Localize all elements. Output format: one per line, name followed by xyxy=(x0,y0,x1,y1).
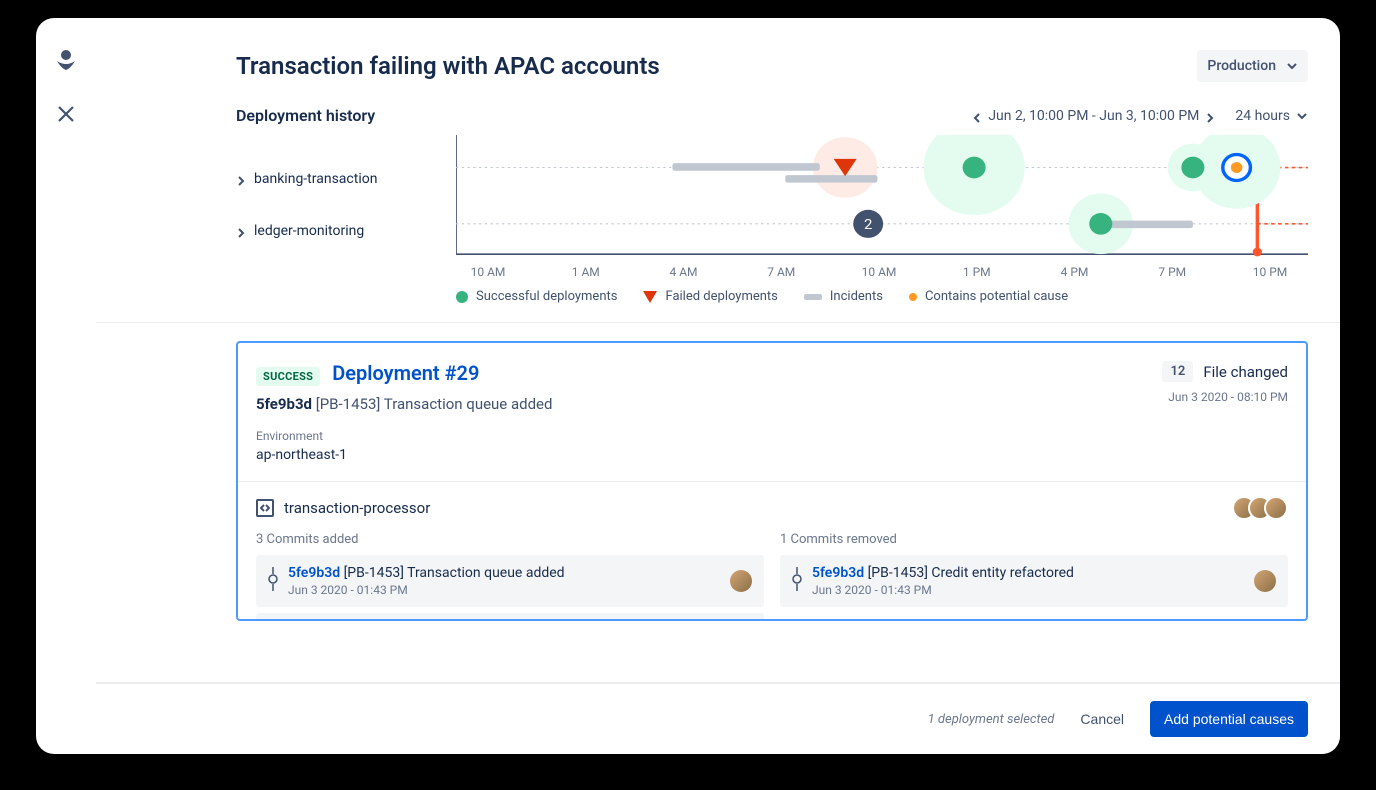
selection-count: 1 deployment selected xyxy=(928,712,1055,727)
chart-legend: Successful deployments Failed deployment… xyxy=(456,289,1308,322)
environment-value: ap-northeast-1 xyxy=(256,447,552,463)
environment-select-label: Production xyxy=(1207,58,1276,74)
page-title: Transaction failing with APAC accounts xyxy=(236,52,660,80)
commit-date: Jun 3 2020 - 01:43 PM xyxy=(812,583,1244,597)
x-tick: 10 PM xyxy=(1238,265,1302,279)
footer-bar: 1 deployment selected Cancel Add potenti… xyxy=(96,682,1340,754)
x-tick: 1 PM xyxy=(945,265,1009,279)
legend-incidents: Incidents xyxy=(804,289,883,304)
left-rail xyxy=(36,18,96,754)
avatar xyxy=(1254,570,1276,592)
legend-cause: Contains potential cause xyxy=(909,289,1068,304)
title-bar: Transaction failing with APAC accounts P… xyxy=(236,50,1308,82)
commit-glyph-icon xyxy=(792,567,802,595)
legend-failed: Failed deployments xyxy=(643,289,777,304)
chevron-right-icon xyxy=(236,226,246,236)
x-tick: 4 PM xyxy=(1043,265,1107,279)
commit-card[interactable]: 49d4f3d [DH-2312] Stream event processor xyxy=(256,613,764,621)
legend-success: Successful deployments xyxy=(456,289,617,304)
legend-cause-label: Contains potential cause xyxy=(925,289,1068,304)
commit-hash: 5fe9b3d xyxy=(256,395,312,413)
commit-message: [PB-1453] Transaction queue added xyxy=(316,395,553,413)
commit-message: [PB-1453] Credit entity refactored xyxy=(868,565,1074,581)
repo-name[interactable]: transaction-processor xyxy=(284,499,430,517)
commits-added-column: 3 Commits added 5fe9b3d [PB-1453] Transa… xyxy=(256,532,764,621)
service-row-label: ledger-monitoring xyxy=(254,223,364,239)
deployment-detail-panel: SUCCESS Deployment #29 5fe9b3d [PB-1453]… xyxy=(236,341,1308,621)
section-title: Deployment history xyxy=(236,106,375,125)
service-row-label: banking-transaction xyxy=(254,171,377,187)
commit-columns: 3 Commits added 5fe9b3d [PB-1453] Transa… xyxy=(256,532,1288,621)
environment-select[interactable]: Production xyxy=(1197,50,1308,82)
x-tick: 1 AM xyxy=(554,265,618,279)
legend-cause-icon xyxy=(909,293,917,301)
date-range-text: Jun 2, 10:00 PM - Jun 3, 10:00 PM xyxy=(988,108,1199,124)
app-frame: Transaction failing with APAC accounts P… xyxy=(36,18,1340,754)
duration-select[interactable]: 24 hours xyxy=(1235,108,1308,124)
commit-card[interactable]: 5fe9b3d [PB-1453] Credit entity refactor… xyxy=(780,555,1288,607)
duration-label: 24 hours xyxy=(1235,108,1290,124)
legend-incident-icon xyxy=(804,294,822,300)
avatar xyxy=(730,570,752,592)
subheader: Deployment history Jun 2, 10:00 PM - Jun… xyxy=(236,106,1308,125)
legend-failed-label: Failed deployments xyxy=(665,289,777,304)
chart-canvas[interactable]: 2 xyxy=(456,135,1308,265)
svg-text:2: 2 xyxy=(864,217,872,233)
legend-success-icon xyxy=(456,291,468,303)
x-axis-labels: 10 AM 1 AM 4 AM 7 AM 10 AM 1 PM 4 PM 7 P… xyxy=(456,265,1308,279)
chart-row-labels: banking-transaction ledger-monitoring xyxy=(236,135,456,265)
detail-area: SUCCESS Deployment #29 5fe9b3d [PB-1453]… xyxy=(96,323,1340,682)
x-tick: 7 AM xyxy=(749,265,813,279)
chevron-right-icon xyxy=(236,174,246,184)
repo-header: transaction-processor xyxy=(256,496,1288,520)
x-tick: 7 PM xyxy=(1140,265,1204,279)
file-changed-label: File changed xyxy=(1203,363,1288,381)
status-badge: SUCCESS xyxy=(256,367,320,386)
add-potential-causes-button[interactable]: Add potential causes xyxy=(1150,701,1308,737)
service-row-toggle[interactable]: banking-transaction xyxy=(236,153,456,205)
environment-label: Environment xyxy=(256,429,552,443)
avatar xyxy=(1264,496,1288,520)
contributor-avatars[interactable] xyxy=(1232,496,1288,520)
cancel-button[interactable]: Cancel xyxy=(1076,703,1128,735)
deployment-title[interactable]: Deployment #29 xyxy=(332,361,479,385)
repo-icon xyxy=(256,499,274,517)
commit-hash: 5fe9b3d xyxy=(812,565,864,581)
legend-incidents-label: Incidents xyxy=(830,289,883,304)
detail-header: SUCCESS Deployment #29 5fe9b3d [PB-1453]… xyxy=(256,361,1288,463)
x-tick: 4 AM xyxy=(652,265,716,279)
top-area: Transaction failing with APAC accounts P… xyxy=(96,18,1340,322)
x-tick: 10 AM xyxy=(456,265,520,279)
commit-message: [PB-1453] Transaction queue added xyxy=(344,565,565,581)
commits-added-title: 3 Commits added xyxy=(256,532,764,547)
chevron-down-icon xyxy=(1286,60,1298,72)
file-count-badge: 12 xyxy=(1162,361,1193,382)
commit-card[interactable]: 5fe9b3d [PB-1453] Transaction queue adde… xyxy=(256,555,764,607)
date-range[interactable]: Jun 2, 10:00 PM - Jun 3, 10:00 PM xyxy=(972,108,1215,124)
file-changed[interactable]: 12 File changed xyxy=(1162,361,1288,382)
commit-date: Jun 3 2020 - 01:43 PM xyxy=(288,583,720,597)
service-row-toggle[interactable]: ledger-monitoring xyxy=(236,205,456,257)
commits-removed-title: 1 Commits removed xyxy=(780,532,1288,547)
main-content: Transaction failing with APAC accounts P… xyxy=(96,18,1340,754)
chevron-right-icon xyxy=(1205,111,1215,121)
x-tick: 10 AM xyxy=(847,265,911,279)
commits-removed-column: 1 Commits removed 5fe9b3d [PB-1453] Cred… xyxy=(780,532,1288,621)
chevron-down-icon xyxy=(1296,110,1308,122)
timeline-chart: banking-transaction ledger-monitoring xyxy=(236,135,1308,265)
close-icon[interactable] xyxy=(56,104,76,128)
range-controls: Jun 2, 10:00 PM - Jun 3, 10:00 PM 24 hou… xyxy=(972,108,1308,124)
legend-success-label: Successful deployments xyxy=(476,289,617,304)
deployment-timestamp: Jun 3 2020 - 08:10 PM xyxy=(1162,390,1288,404)
legend-failed-icon xyxy=(643,291,657,303)
opsgenie-icon xyxy=(54,48,78,76)
divider xyxy=(238,481,1306,482)
chevron-left-icon xyxy=(972,111,982,121)
commit-glyph-icon xyxy=(268,567,278,595)
commit-hash: 5fe9b3d xyxy=(288,565,340,581)
